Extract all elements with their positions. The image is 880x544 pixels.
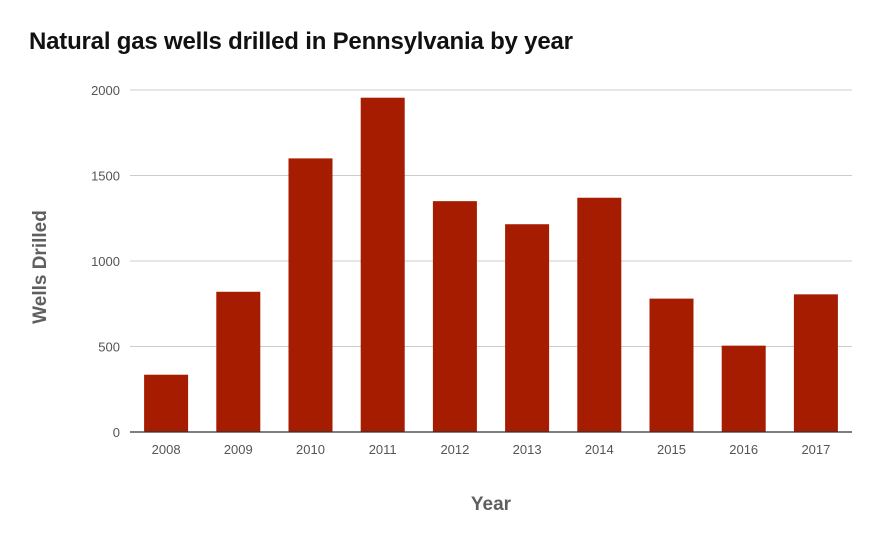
y-tick-label: 2000: [91, 83, 120, 98]
y-axis-label: Wells Drilled: [30, 210, 51, 324]
x-tick-label: 2009: [224, 442, 253, 457]
y-tick-label: 1000: [91, 254, 120, 269]
bar-2011: [360, 97, 405, 432]
bar-2013: [505, 224, 550, 432]
bar-2012: [432, 201, 477, 432]
y-axis-ticks: 0 500 1000 1500 2000: [91, 83, 120, 440]
x-tick-label: 2013: [513, 442, 542, 457]
bars: [144, 97, 838, 432]
x-tick-label: 2010: [296, 442, 325, 457]
x-axis-label: Year: [471, 494, 512, 515]
bar-2008: [144, 374, 189, 432]
x-tick-label: 2014: [585, 442, 614, 457]
y-tick-label: 1500: [91, 169, 120, 184]
x-tick-label: 2016: [729, 442, 758, 457]
bar-2017: [793, 294, 838, 432]
bar-2014: [577, 197, 622, 432]
x-tick-label: 2011: [369, 442, 397, 457]
x-tick-label: 2012: [440, 442, 469, 457]
y-tick-label: 0: [113, 425, 120, 440]
x-tick-label: 2017: [801, 442, 830, 457]
x-tick-label: 2008: [152, 442, 181, 457]
bar-2016: [721, 345, 766, 432]
bar-2010: [288, 158, 333, 432]
x-tick-label: 2015: [657, 442, 686, 457]
x-axis-ticks: 2008 2009 2010 2011 2012 2013 2014 2015 2016 2017: [152, 442, 831, 457]
y-tick-label: 500: [98, 340, 120, 355]
bar-2009: [216, 291, 261, 432]
chart-title: Natural gas wells drilled in Pennsylvani…: [29, 28, 573, 55]
bar-2015: [649, 298, 694, 432]
